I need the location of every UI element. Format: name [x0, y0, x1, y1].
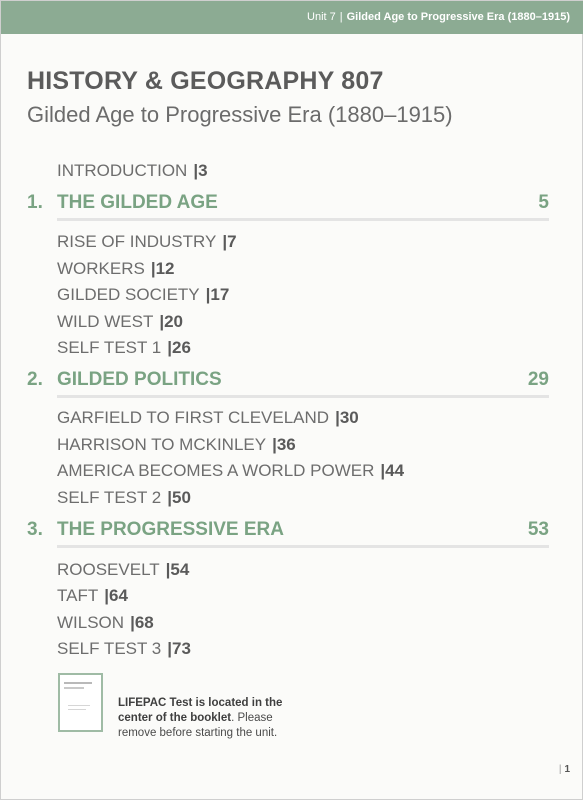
header-unit-label: Unit 7 | Gilded Age to Progressive Era (18… — [307, 11, 570, 23]
toc-entry-label: ROOSEVELT — [57, 560, 160, 579]
toc-entry-label: WILSON — [57, 613, 125, 632]
section-divider — [57, 395, 549, 398]
unit-title: Gilded Age to Progressive Era (1880–1915… — [346, 11, 570, 23]
toc-entry-introduction[interactable]: INTRODUCTION |3 — [57, 161, 208, 181]
booklet-line — [64, 687, 84, 689]
toc-entry[interactable]: SELF TEST 1 |26 — [57, 338, 191, 358]
section-title: THE PROGRESSIVE ERA — [57, 519, 284, 540]
toc-entry[interactable]: AMERICA BECOMES A WORLD POWER |44 — [57, 461, 404, 481]
toc-entry[interactable]: SELF TEST 2 |50 — [57, 488, 191, 508]
toc-entry-page: |73 — [167, 639, 191, 658]
toc-entry-page: |26 — [167, 338, 191, 357]
toc-entry[interactable]: ROOSEVELT |54 — [57, 560, 189, 580]
section-number: 2. — [27, 369, 43, 390]
toc-entry-page: |36 — [272, 435, 296, 454]
header-separator: | — [339, 11, 343, 23]
section-page: 29 — [527, 369, 549, 390]
page-subtitle: Gilded Age to Progressive Era (1880–1915… — [27, 102, 453, 127]
toc-entry-label: SELF TEST 1 — [57, 338, 162, 357]
toc-entry-page: |64 — [104, 586, 128, 605]
section-heading-2[interactable]: 2. GILDED POLITICS 29 — [27, 369, 549, 391]
section-divider — [57, 545, 549, 548]
toc-entry-label: WORKERS — [57, 259, 145, 278]
toc-entry-label: GARFIELD TO FIRST CLEVELAND — [57, 408, 330, 427]
booklet-line — [68, 705, 90, 706]
toc-entry-page: |54 — [165, 560, 190, 579]
unit-number: Unit 7 — [307, 11, 336, 23]
toc-entry[interactable]: GILDED SOCIETY |17 — [57, 285, 229, 305]
section-page: 53 — [527, 519, 549, 540]
toc-entry-label: SELF TEST 2 — [57, 488, 162, 507]
header-band: Unit 7 | Gilded Age to Progressive Era (18… — [1, 1, 583, 34]
page-number: | 1 — [559, 764, 570, 775]
lifepac-test-note: LIFEPAC Test is located in the center of… — [118, 696, 308, 741]
section-title: GILDED POLITICS — [57, 369, 222, 390]
toc-entry-page: |12 — [150, 259, 175, 278]
section-divider — [57, 218, 549, 221]
toc-entry[interactable]: WILSON |68 — [57, 613, 154, 633]
toc-entry-page: |17 — [205, 285, 230, 304]
page-number-value: 1 — [564, 764, 570, 775]
toc-entry[interactable]: TAFT |64 — [57, 586, 128, 606]
toc-entry[interactable]: RISE OF INDUSTRY |7 — [57, 232, 237, 252]
section-heading-1[interactable]: 1. THE GILDED AGE 5 — [27, 192, 549, 214]
toc-entry-page: |50 — [167, 488, 191, 507]
booklet-line — [64, 682, 92, 684]
toc-entry-page: |7 — [222, 232, 237, 251]
section-title: THE GILDED AGE — [57, 192, 218, 213]
toc-entry-page: |68 — [130, 613, 154, 632]
page-title: HISTORY & GEOGRAPHY 807 — [27, 67, 384, 95]
toc-entry-label: HARRISON TO MCKINLEY — [57, 435, 267, 454]
toc-entry-label: WILD WEST — [57, 312, 154, 331]
note-text: . Please remove before starting the unit… — [118, 712, 278, 739]
booklet-line — [68, 709, 86, 710]
toc-entry-label: SELF TEST 3 — [57, 639, 162, 658]
section-number: 1. — [27, 192, 43, 213]
toc-entry[interactable]: HARRISON TO MCKINLEY |36 — [57, 435, 296, 455]
toc-entry-label: GILDED SOCIETY — [57, 285, 200, 304]
toc-entry-label: TAFT — [57, 586, 99, 605]
toc-entry[interactable]: GARFIELD TO FIRST CLEVELAND |30 — [57, 408, 359, 428]
toc-entry-page: |44 — [380, 461, 405, 480]
section-number: 3. — [27, 519, 43, 540]
toc-entry-page: |3 — [193, 161, 208, 180]
toc-entry[interactable]: SELF TEST 3 |73 — [57, 639, 191, 659]
toc-entry-label: RISE OF INDUSTRY — [57, 232, 217, 251]
section-page: 5 — [538, 192, 549, 213]
toc-entry-page: |20 — [159, 312, 184, 331]
booklet-icon — [58, 673, 103, 732]
note-bold-text: LIFEPAC Test is located in the center of… — [118, 697, 283, 724]
toc-entry[interactable]: WORKERS |12 — [57, 259, 175, 279]
toc-entry-label: AMERICA BECOMES A WORLD POWER — [57, 461, 375, 480]
toc-entry-label: INTRODUCTION — [57, 161, 188, 180]
toc-entry-page: |30 — [335, 408, 359, 427]
section-heading-3[interactable]: 3. THE PROGRESSIVE ERA 53 — [27, 519, 549, 541]
page-number-bar: | — [558, 764, 562, 775]
toc-entry[interactable]: WILD WEST |20 — [57, 312, 183, 332]
